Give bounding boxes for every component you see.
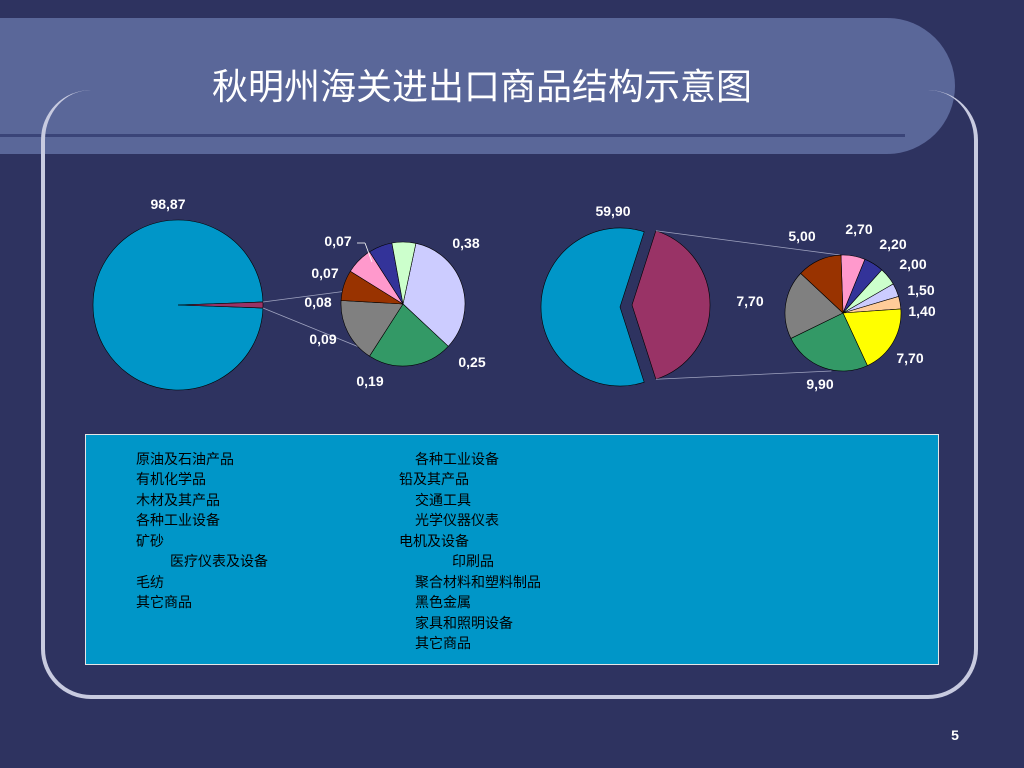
connector-line [262, 291, 343, 303]
exploded-pie-slice [391, 241, 417, 305]
data-label: 0,07 [324, 233, 351, 249]
data-label: 5,00 [788, 228, 815, 244]
data-label: 0,08 [304, 294, 331, 310]
legend-right-item: 交通工具 [415, 493, 471, 509]
legend-left-item: 毛纺 [136, 575, 164, 591]
exploded-pie-slice [800, 254, 844, 314]
legend-left-item: 原油及石油产品 [136, 452, 234, 468]
legend-right-item: 家具和照明设备 [415, 616, 513, 632]
content-frame [41, 90, 978, 699]
main-pie-slice [177, 301, 264, 309]
title-divider [0, 134, 905, 137]
data-label: 0,38 [452, 235, 479, 251]
main-pie-slice [92, 219, 264, 391]
legend-left-item: 各种工业设备 [136, 513, 220, 529]
data-label: 1,50 [907, 282, 934, 298]
legend-right-item: 电机及设备 [399, 534, 469, 550]
data-label: 9,90 [806, 376, 833, 392]
page-number: 5 [951, 727, 959, 743]
exploded-pie-slice [842, 308, 902, 367]
charts-area: 98,87 0,38 0,25 0,19 0,09 0,08 0,07 0,07 59,90 2,… [92, 196, 936, 392]
legend-left-item: 矿砂 [136, 534, 164, 550]
data-label: 2,20 [879, 236, 906, 252]
legend-right-item: 其它商品 [415, 636, 471, 652]
connector-line [262, 307, 359, 348]
data-label: 98,87 [150, 196, 185, 212]
legend-left-item: 其它商品 [136, 595, 192, 611]
data-label: 1,40 [908, 303, 935, 319]
legend-left-item: 木材及其产品 [136, 493, 220, 509]
connector-line [655, 230, 841, 256]
data-label: 0,09 [309, 331, 336, 347]
legend-left-item: 有机化学品 [136, 472, 206, 488]
legend-right-item: 各种工业设备 [415, 452, 499, 468]
data-label: 59,90 [595, 203, 630, 219]
legend-right-item: 黑色金属 [415, 595, 471, 611]
data-label: 7,70 [736, 293, 763, 309]
data-label: 0,07 [311, 265, 338, 281]
connector-line [655, 370, 832, 380]
exploded-pie-slice [402, 242, 466, 347]
legend-left-item: 医疗仪表及设备 [170, 554, 268, 570]
main-pie-slice [631, 230, 711, 380]
data-label: 2,00 [899, 256, 926, 272]
exploded-pie-slice [784, 272, 844, 339]
data-label: 0,25 [458, 354, 485, 370]
exploded-pie-slice [369, 303, 449, 367]
data-label: 0,19 [356, 373, 383, 389]
legend-right-item: 铅及其产品 [399, 472, 469, 488]
data-label: 7,70 [896, 350, 923, 366]
exploded-pie-slice [790, 312, 868, 372]
exploded-pie-slice [340, 300, 404, 357]
legend-right-item: 印刷品 [452, 554, 494, 570]
data-label: 2,70 [845, 221, 872, 237]
legend-right-item: 光学仪器仪表 [415, 513, 499, 529]
legend-right-item: 聚合材料和塑料制品 [415, 575, 541, 591]
title-band [0, 18, 955, 154]
label-leader [364, 242, 373, 263]
legend-box: 原油及石油产品 有机化学品 木材及其产品 各种工业设备 矿砂 医疗仪表及设备 毛… [85, 434, 939, 665]
main-pie-slice [540, 227, 645, 387]
page-title: 秋明州海关进出口商品结构示意图 [211, 67, 752, 108]
